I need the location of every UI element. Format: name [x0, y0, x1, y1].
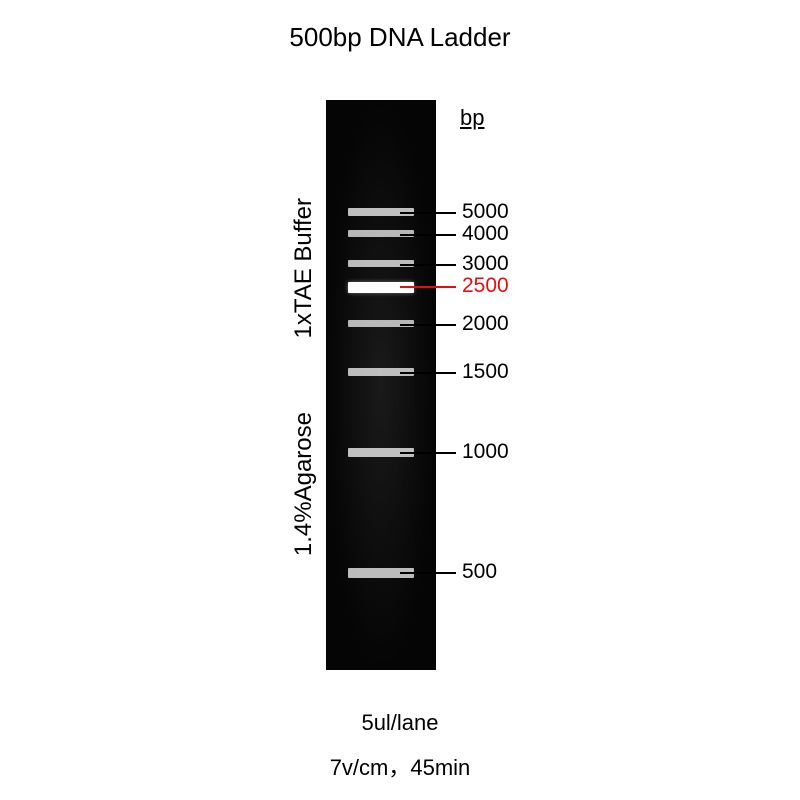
side-label: 1xTAE Buffer	[290, 198, 318, 339]
tick-label: 2500	[462, 274, 509, 298]
tick-line	[400, 324, 456, 326]
tick-line	[400, 572, 456, 574]
unit-label: bp	[460, 105, 484, 131]
tick-line	[400, 264, 456, 266]
tick-line	[400, 212, 456, 214]
tick-line	[400, 452, 456, 454]
page-title: 500bp DNA Ladder	[0, 22, 800, 53]
tick-line	[400, 234, 456, 236]
tick-line	[400, 372, 456, 374]
side-label: 1.4%Agarose	[290, 412, 318, 556]
gel-lane	[326, 100, 436, 670]
tick-label: 2000	[462, 312, 509, 336]
footer-text: 5ul/lane	[0, 710, 800, 736]
tick-label: 1500	[462, 360, 509, 384]
tick-label: 500	[462, 560, 497, 584]
tick-label: 4000	[462, 222, 509, 246]
tick-line	[400, 286, 456, 288]
tick-label: 1000	[462, 440, 509, 464]
tick-label: 3000	[462, 252, 509, 276]
footer-text: 7v/cm，45min	[0, 750, 800, 782]
tick-label: 5000	[462, 200, 509, 224]
